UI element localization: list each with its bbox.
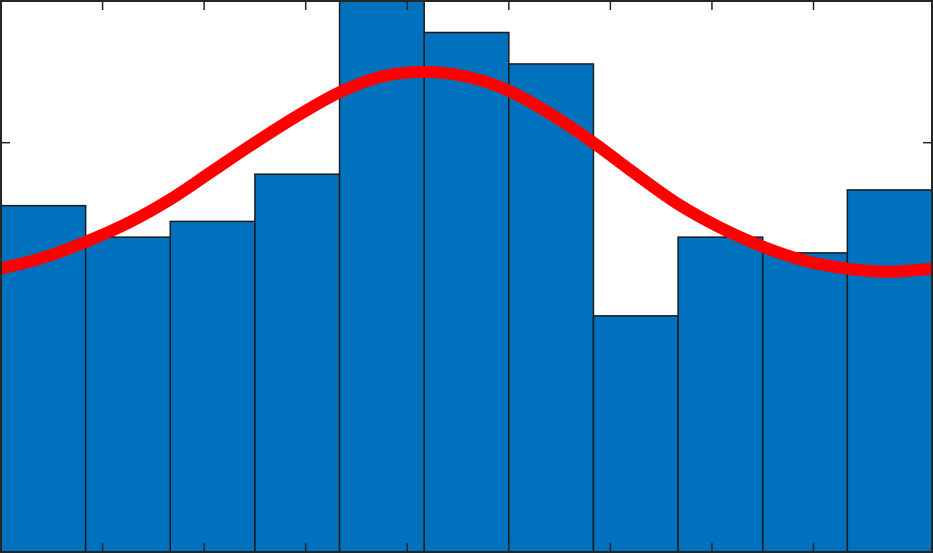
histogram-bar — [677, 236, 764, 553]
histogram-bar — [761, 252, 849, 553]
histogram-bar — [254, 173, 341, 553]
histogram-bar — [84, 236, 172, 553]
histogram-bar — [846, 189, 933, 553]
fitted-curve — [0, 65, 933, 278]
histogram-bar — [423, 31, 510, 553]
histogram-bar — [508, 63, 595, 553]
histogram-bar — [169, 220, 256, 553]
histogram-bar — [338, 0, 425, 553]
histogram-bar — [592, 315, 679, 553]
